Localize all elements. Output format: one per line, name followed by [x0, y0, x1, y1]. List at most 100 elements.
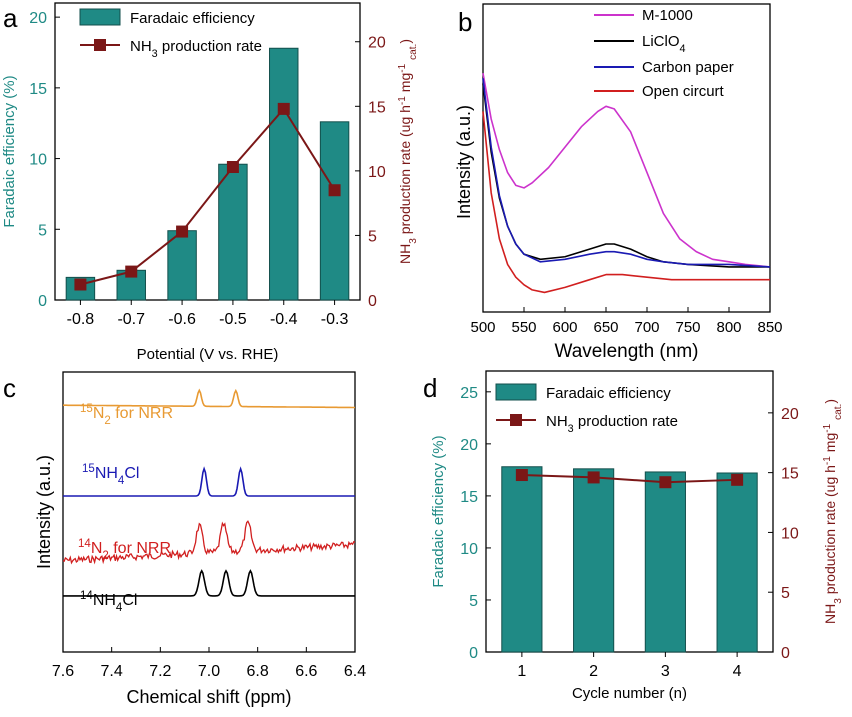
legend-label-fe: Faradaic efficiency — [130, 10, 255, 27]
legend-marker-swatch — [94, 39, 106, 51]
y-tick-label: 5 — [38, 222, 47, 239]
y-tick-label: 15 — [29, 81, 47, 98]
legend-label-1: LiClO4 — [642, 33, 686, 55]
spectrum-3 — [482, 111, 770, 294]
x-tick-label: -0.5 — [219, 311, 247, 328]
legend-label-rate: NH3 production rate — [546, 413, 678, 435]
plot-frame — [54, 2, 361, 301]
x-tick-label: 7.0 — [198, 663, 220, 680]
bar--0.4 — [269, 47, 299, 301]
y2-label-sub-9: cat. — [833, 404, 844, 420]
plot-frame — [485, 370, 774, 653]
legend-bar-swatch — [79, 8, 121, 26]
x-tick-label: -0.7 — [117, 311, 145, 328]
trace-label-0: 15N2 for NRR — [80, 403, 173, 427]
x-tick-label: 6.4 — [344, 663, 366, 680]
x-tick-label: 6.6 — [295, 663, 317, 680]
bar-4 — [716, 472, 758, 653]
nmr-trace-2 — [62, 520, 356, 565]
y2-label-sub-1: 3 — [408, 238, 419, 244]
y-tick-label: 20 — [460, 437, 478, 454]
trace-label-1: 15NH4Cl — [82, 463, 139, 487]
y2-tick-label: 0 — [368, 293, 377, 310]
y2-tick-label: 10 — [368, 164, 386, 181]
spectrum-1 — [482, 83, 770, 268]
formula-rest: Cl — [124, 465, 139, 482]
y-tick-label: 0 — [38, 293, 47, 310]
y2-label-sup-4: -1 — [822, 456, 833, 465]
y2-label-part-6: mg — [822, 433, 838, 452]
x-tick-label: 4 — [733, 663, 742, 680]
y2-label-part-2: production rate (ug — [397, 113, 413, 238]
legend-rate-sub-1: 3 — [568, 423, 574, 435]
y2-tick-label: 20 — [368, 35, 386, 52]
x-tick-label: -0.3 — [321, 311, 349, 328]
y-axis-label: Intensity (a.u.) — [454, 105, 474, 219]
x-tick-label: 3 — [661, 663, 670, 680]
y-tick-label: 10 — [460, 541, 478, 558]
formula-sub: 4 — [118, 475, 125, 487]
bar--0.3 — [319, 121, 350, 301]
panel-d-chart: d 0 5 10 15 20 25 0 5 10 15 20 1 2 3 4 Cycle number (n) F… — [423, 370, 844, 702]
x-axis-label: Cycle number (n) — [572, 685, 687, 702]
legend-rate-part-0: NH — [546, 413, 568, 430]
y-tick-label: 25 — [460, 385, 478, 402]
x-tick-label: 600 — [552, 319, 577, 336]
y2-tick-label: 10 — [781, 525, 799, 542]
legend-label-0: M-1000 — [642, 7, 693, 24]
y2-label-sup-7: -1 — [397, 63, 408, 72]
plot-frame — [482, 3, 771, 313]
panel-label-d: d — [423, 373, 437, 403]
isotope-sup: 14 — [78, 538, 91, 550]
nmr-trace-1 — [63, 466, 355, 497]
isotope-sup: 15 — [80, 403, 93, 415]
formula-sub: 2 — [104, 415, 110, 427]
rate-point-4 — [731, 473, 744, 486]
x-tick-label: 1 — [517, 663, 526, 680]
y2-tick-label: 0 — [781, 645, 790, 662]
y2-axis-label: NH3 production rate (ug h-1 mg-1 cat.) — [397, 39, 419, 264]
formula-sub: 2 — [102, 550, 108, 562]
formula-rest: Cl — [122, 592, 137, 609]
y2-tick-label: 5 — [368, 228, 377, 245]
x-tick-label: 650 — [593, 319, 618, 336]
bar--0.6 — [167, 230, 197, 301]
legend-bar-swatch — [495, 383, 537, 401]
y-tick-label: 5 — [469, 593, 478, 610]
legend-marker-swatch — [510, 414, 522, 426]
y2-axis-label: NH3 production rate (ug h-1 mg-1 cat.) — [822, 399, 844, 624]
y2-label-sub-1: 3 — [833, 598, 844, 604]
rate-point--0.3 — [328, 184, 341, 197]
nmr-trace-3 — [63, 569, 355, 597]
y-axis-label: Faradaic efficiency (%) — [1, 75, 18, 227]
x-tick-label: 750 — [675, 319, 700, 336]
rate-point--0.6 — [176, 225, 189, 238]
y-tick-label: 0 — [469, 645, 478, 662]
x-tick-label: 500 — [470, 319, 495, 336]
x-tick-label: -0.8 — [67, 311, 95, 328]
y2-tick-label: 5 — [781, 585, 790, 602]
legend-rate-sub-1: 3 — [152, 48, 158, 60]
x-tick-label: -0.6 — [168, 311, 196, 328]
nmr-trace-0 — [63, 388, 355, 409]
y2-label-part-0: NH — [822, 604, 838, 624]
spectrum-2 — [482, 78, 771, 268]
legend-label-3: Open circurt — [642, 83, 725, 100]
y-tick-label: 10 — [29, 152, 47, 169]
y-tick-label: 15 — [460, 489, 478, 506]
rate-point--0.7 — [125, 265, 138, 278]
panel-a-chart: a 0 5 10 15 20 0 5 10 15 20 -0.8 -0.7 -0.6 -0.5 -0.4 -0.… — [1, 2, 419, 363]
legend-label-rate: NH3 production rate — [130, 38, 262, 60]
bar-2 — [573, 468, 615, 653]
x-tick-label: 800 — [716, 319, 741, 336]
y2-label-part-2: production rate (ug — [822, 473, 838, 598]
y2-label-part-10: ) — [822, 399, 838, 404]
spectrum-0 — [482, 73, 771, 268]
y2-label-part-6: mg — [397, 73, 413, 92]
legend-rate-part-2: production rate — [574, 413, 678, 430]
rate-point-1 — [515, 469, 528, 482]
y2-label-part-0: NH — [397, 244, 413, 264]
y-tick-label: 20 — [29, 10, 47, 27]
rate-point--0.4 — [277, 102, 290, 115]
y2-tick-label: 15 — [781, 466, 799, 483]
